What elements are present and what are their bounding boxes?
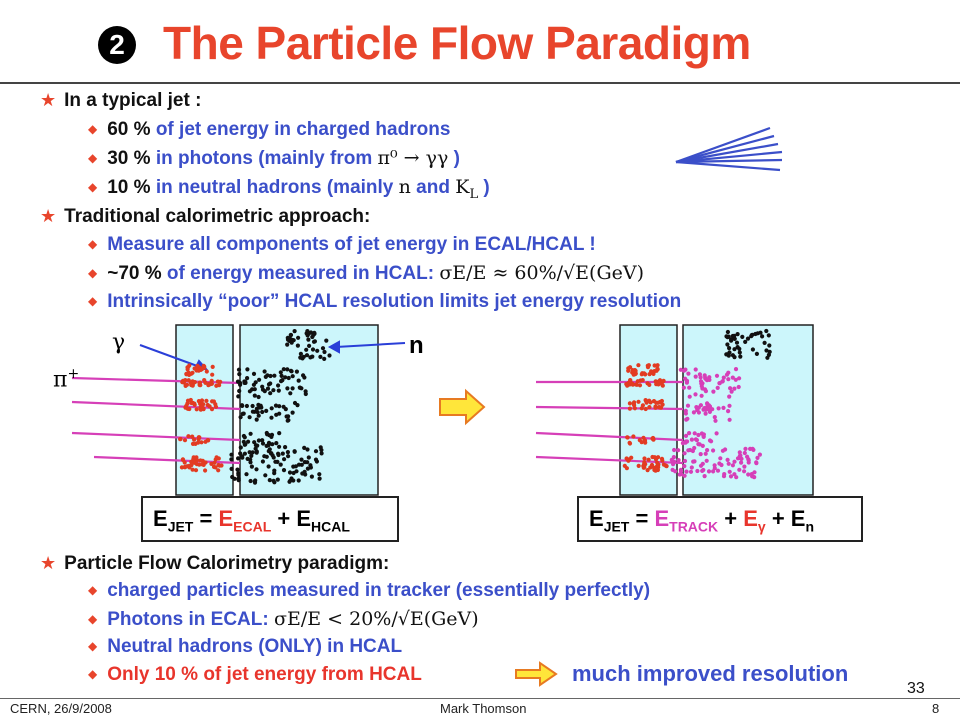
- star-bullet-icon: ★: [40, 206, 57, 226]
- neutron-label: n: [409, 332, 424, 359]
- gamma-label: γ: [112, 330, 126, 355]
- math-expression: π⁰ → γγ: [377, 147, 449, 169]
- title-divider: [0, 82, 960, 84]
- right-energy-equation: EJET = ETRACK + Eγ + En: [589, 506, 815, 535]
- result-arrow-icon: [515, 661, 558, 687]
- bullet-text: Measure all components of jet energy in …: [107, 234, 596, 255]
- sub-bullet-neutral: ◆ 10 % in neutral hadrons (mainly n and K…: [88, 174, 490, 208]
- bullet-text-close: ): [448, 148, 460, 169]
- bullet-text: in neutral hadrons (mainly: [150, 177, 399, 198]
- jet-fan-icon: [675, 126, 783, 172]
- ecal-hits: [626, 363, 660, 377]
- diamond-bullet-icon: ◆: [88, 122, 98, 136]
- ecal-resolution-formula: σE/E < 20%/√E(GeV): [274, 608, 479, 630]
- bullet-pfa: ★ Particle Flow Calorimetry paradigm:: [40, 550, 389, 577]
- diamond-bullet-icon: ◆: [88, 151, 98, 165]
- bullet-text: Traditional calorimetric approach:: [64, 206, 371, 227]
- bullet-text: of jet energy in charged hadrons: [150, 119, 451, 140]
- ecal-hits: [627, 398, 665, 412]
- star-bullet-icon: ★: [40, 553, 57, 573]
- right-energy-equation-box: EJET = ETRACK + Eγ + En: [577, 496, 863, 542]
- hcal-hits: [285, 329, 332, 361]
- bullet-traditional: ★ Traditional calorimetric approach:: [40, 203, 370, 230]
- bullet-text: charged particles measured in tracker (e…: [107, 580, 651, 601]
- improved-resolution-text: much improved resolution: [572, 661, 849, 686]
- diamond-bullet-icon: ◆: [88, 639, 98, 653]
- ecal-hits: [625, 434, 656, 446]
- bullet-text-red: Only 10 % of jet energy from HCAL: [107, 664, 422, 685]
- ecal-hits: [183, 397, 219, 412]
- sub-bullet-neutral-hcal: ◆ Neutral hadrons (ONLY) in HCAL: [88, 634, 402, 661]
- hcal-hits: [229, 445, 324, 485]
- footer-divider: [0, 698, 960, 699]
- bullet-text: Photons in ECAL:: [107, 609, 274, 630]
- sub-bullet-photons: ◆ 30 % in photons (mainly from π⁰ → γγ ): [88, 145, 460, 173]
- n-arrow: [327, 340, 406, 354]
- sub-bullet-charged: ◆ 60 % of jet energy in charged hadrons: [88, 117, 450, 144]
- footer-author: Mark Thomson: [440, 701, 527, 716]
- ecal-hits: [180, 378, 223, 388]
- left-energy-equation: EJET = EECAL + EHCAL: [153, 506, 350, 535]
- bullet-text: In a typical jet :: [64, 90, 202, 111]
- slide-number: 33: [907, 680, 925, 697]
- pion-label: π+: [53, 366, 80, 393]
- hcal-charged-hits: [678, 367, 742, 399]
- diamond-bullet-icon: ◆: [88, 266, 98, 280]
- hcal-hits: [241, 430, 282, 449]
- title-text: The Particle Flow Paradigm: [163, 17, 751, 69]
- math-n: n: [398, 176, 411, 198]
- bullet-text: in photons (mainly from: [150, 148, 378, 169]
- diamond-bullet-icon: ◆: [88, 180, 98, 194]
- ecal-hits: [622, 454, 669, 473]
- percent-value: 60 %: [107, 119, 151, 140]
- diamond-bullet-icon: ◆: [88, 237, 98, 251]
- ecal-hits: [178, 434, 211, 446]
- bullet-text: Particle Flow Calorimetry paradigm:: [64, 553, 390, 574]
- star-bullet-icon: ★: [40, 90, 57, 110]
- hcal-hits: [238, 400, 300, 423]
- resolution-formula: σE/E ≈ 60%/√E(GeV): [439, 262, 644, 284]
- sub-bullet-poor-resolution: ◆ Intrinsically “poor” HCAL resolution li…: [88, 289, 681, 316]
- ecal-hits: [179, 455, 224, 473]
- ecal-hits: [624, 378, 666, 388]
- left-energy-equation-box: EJET = EECAL + EHCAL: [141, 496, 399, 542]
- percent-value: ~70 %: [107, 263, 162, 284]
- bullet-text-close: ): [478, 177, 490, 198]
- sub-bullet-hcal-energy: ◆ ~70 % of energy measured in HCAL: σE/E …: [88, 260, 644, 288]
- diamond-bullet-icon: ◆: [88, 667, 98, 681]
- slide-title: 2 The Particle Flow Paradigm: [0, 14, 960, 80]
- sub-bullet-measure-all: ◆ Measure all components of jet energy in…: [88, 232, 596, 259]
- hcal-charged-hits: [680, 431, 719, 448]
- diamond-bullet-icon: ◆: [88, 583, 98, 597]
- sub-bullet-photons-ecal: ◆ Photons in ECAL: σE/E < 20%/√E(GeV): [88, 606, 479, 634]
- bullet-text: Neutral hadrons (ONLY) in HCAL: [107, 636, 403, 657]
- ecal-hits: [184, 363, 215, 377]
- bullet-text: of energy measured in HCAL:: [161, 263, 440, 284]
- percent-value: 30 %: [107, 148, 151, 169]
- footer-left: CERN, 26/9/2008: [10, 701, 112, 716]
- section-number-badge: 2: [98, 26, 136, 64]
- percent-value: 10 %: [107, 177, 151, 198]
- math-kl: KL: [455, 176, 479, 202]
- bullet-text: Intrinsically “poor” HCAL resolution lim…: [107, 291, 682, 312]
- sub-bullet-tracker: ◆ charged particles measured in tracker (…: [88, 578, 650, 605]
- bullet-typical-jet: ★ In a typical jet :: [40, 87, 201, 114]
- hcal-neutral-hits: [724, 328, 772, 360]
- hcal-charged-hits: [683, 401, 732, 423]
- footer-page: 8: [932, 701, 940, 716]
- transform-arrow-icon: [439, 388, 486, 426]
- sub-bullet-only-10: ◆ Only 10 % of jet energy from HCAL: [88, 662, 422, 689]
- hcal-hits: [235, 367, 308, 400]
- diamond-bullet-icon: ◆: [88, 612, 98, 626]
- bullet-text-and: and: [410, 177, 456, 198]
- hcal-charged-hits: [669, 445, 763, 480]
- diamond-bullet-icon: ◆: [88, 294, 98, 308]
